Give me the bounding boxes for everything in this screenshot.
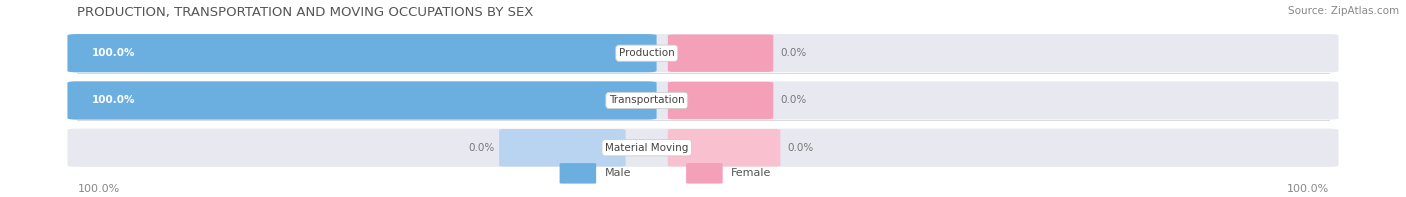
FancyBboxPatch shape <box>686 163 723 184</box>
FancyBboxPatch shape <box>668 34 773 72</box>
FancyBboxPatch shape <box>560 163 596 184</box>
Text: Female: Female <box>731 168 772 178</box>
FancyBboxPatch shape <box>67 129 1339 167</box>
Text: 100.0%: 100.0% <box>77 184 120 194</box>
FancyBboxPatch shape <box>67 81 1339 120</box>
FancyBboxPatch shape <box>668 82 773 119</box>
Text: PRODUCTION, TRANSPORTATION AND MOVING OCCUPATIONS BY SEX: PRODUCTION, TRANSPORTATION AND MOVING OC… <box>77 6 534 19</box>
Text: 0.0%: 0.0% <box>780 96 807 105</box>
Text: Material Moving: Material Moving <box>605 143 689 153</box>
FancyBboxPatch shape <box>67 34 1339 72</box>
FancyBboxPatch shape <box>499 129 626 166</box>
FancyBboxPatch shape <box>67 81 657 120</box>
Text: 0.0%: 0.0% <box>787 143 814 153</box>
Text: 0.0%: 0.0% <box>780 48 807 58</box>
Text: Source: ZipAtlas.com: Source: ZipAtlas.com <box>1288 6 1399 16</box>
Text: 100.0%: 100.0% <box>1286 184 1329 194</box>
Text: Male: Male <box>605 168 631 178</box>
Text: 100.0%: 100.0% <box>91 48 135 58</box>
FancyBboxPatch shape <box>67 34 657 72</box>
FancyBboxPatch shape <box>668 129 780 166</box>
Text: Transportation: Transportation <box>609 96 685 105</box>
Text: 100.0%: 100.0% <box>91 96 135 105</box>
Text: Production: Production <box>619 48 675 58</box>
Text: 0.0%: 0.0% <box>468 143 495 153</box>
